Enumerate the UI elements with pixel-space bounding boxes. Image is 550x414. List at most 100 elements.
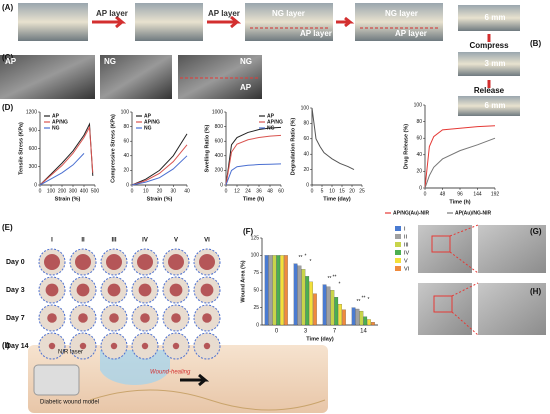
y-tick-label: 80 — [303, 121, 309, 127]
x-tick-label: 0 — [311, 188, 314, 194]
significance: * — [368, 297, 370, 303]
x-axis-label: Time (h) — [449, 199, 470, 205]
y-axis-label: Degradation Ratio (%) — [290, 118, 296, 176]
i-label: Wound-healing — [150, 370, 191, 376]
wound — [76, 283, 90, 297]
x-tick-label: 0 — [424, 191, 427, 197]
c-label: AP — [240, 83, 252, 92]
wound — [137, 254, 153, 270]
y-tick-label: 60 — [303, 136, 309, 142]
bar — [363, 316, 368, 326]
wound — [168, 254, 184, 270]
x-tick-label: 0 — [225, 188, 228, 194]
bar — [367, 319, 371, 326]
significance: * — [339, 281, 341, 287]
bar — [371, 322, 375, 326]
e-row: Day 3 — [6, 287, 25, 294]
b-label: 3 mm — [485, 59, 506, 68]
significance: ** — [362, 295, 366, 301]
e-row: Day 0 — [6, 259, 25, 266]
legend-label: NG — [144, 125, 152, 131]
x-tick-label: 14 — [360, 329, 367, 335]
wound — [107, 283, 121, 297]
x-tick-label: 7 — [333, 329, 337, 335]
layer-label: NG layer — [385, 9, 418, 18]
y-tick-label: 0 — [220, 182, 223, 188]
legend-label: AP(Au)/NG-NIR — [455, 210, 491, 216]
layer-label: AP layer — [300, 29, 332, 38]
bar — [351, 307, 356, 326]
legend-label: II — [404, 234, 408, 240]
line — [131, 155, 188, 186]
line — [39, 125, 94, 186]
panel-g-h-tem — [418, 224, 546, 336]
e-row: Day 14 — [6, 343, 29, 350]
e-row: Day 7 — [6, 315, 25, 322]
line — [131, 144, 188, 186]
x-tick-label: 60 — [278, 188, 284, 194]
x-tick-label: 3 — [304, 329, 308, 335]
panel-label: (E) — [2, 223, 13, 232]
y-tick-label: 0 — [256, 322, 259, 328]
wound — [171, 313, 181, 323]
line — [39, 122, 94, 186]
e-column: V — [174, 238, 178, 244]
c-label: NG — [104, 57, 116, 66]
y-tick-label: 80 — [416, 119, 422, 125]
e-column: I — [51, 238, 53, 244]
legend-label: VI — [404, 266, 410, 272]
bar — [330, 290, 335, 326]
bar — [301, 269, 306, 326]
y-tick-label: 75 — [253, 270, 259, 276]
i-label: Diabetic wound model — [40, 400, 99, 406]
legend-label: AP/NG(Au)-NIR — [393, 210, 429, 216]
y-tick-label: 20 — [123, 168, 129, 174]
legend-label: AP — [52, 113, 60, 119]
bar — [293, 263, 298, 326]
wound — [199, 254, 215, 270]
y-tick-label: 900 — [29, 128, 38, 134]
y-tick-label: 300 — [29, 164, 38, 170]
x-tick-label: 36 — [256, 188, 262, 194]
axes — [424, 105, 495, 189]
y-tick-label: 100 — [414, 102, 423, 108]
i-label: NIR laser — [58, 350, 83, 356]
y-tick-label: 800 — [215, 124, 224, 130]
y-tick-label: 20 — [303, 167, 309, 173]
wound — [200, 283, 214, 297]
y-tick-label: 40 — [123, 153, 129, 159]
y-tick-label: 40 — [303, 152, 309, 158]
legend-label: AP/NG — [144, 119, 160, 125]
wound — [48, 342, 56, 350]
y-tick-label: 0 — [126, 182, 129, 188]
c-label: NG — [240, 57, 252, 66]
wound — [138, 283, 152, 297]
significance: * — [310, 259, 312, 265]
e-column: II — [81, 238, 85, 244]
legend-label: IV — [404, 250, 410, 256]
line — [424, 137, 496, 189]
x-tick-label: 30 — [170, 188, 176, 194]
legend-label: AP/NG — [267, 119, 283, 125]
bar — [342, 309, 346, 326]
panel-label: (D) — [2, 103, 13, 112]
bar — [338, 304, 342, 326]
line — [131, 133, 188, 186]
legend-label: I — [404, 226, 406, 232]
y-axis-label: Wound Area (%) — [240, 260, 246, 302]
bar — [313, 293, 317, 326]
bar — [305, 276, 310, 326]
x-tick-label: 500 — [91, 188, 100, 194]
x-axis-label: Time (day) — [306, 336, 334, 342]
y-axis-label: Tensile Stress (KPa) — [18, 122, 24, 175]
bar — [297, 265, 302, 326]
x-tick-label: 400 — [80, 188, 89, 194]
panel-label: (C) — [2, 53, 13, 62]
y-tick-label: 100 — [121, 109, 130, 115]
y-tick-label: 600 — [215, 139, 224, 145]
wound — [47, 313, 57, 323]
x-tick-label: 192 — [491, 191, 500, 197]
x-tick-label: 200 — [58, 188, 67, 194]
wound — [78, 313, 88, 323]
